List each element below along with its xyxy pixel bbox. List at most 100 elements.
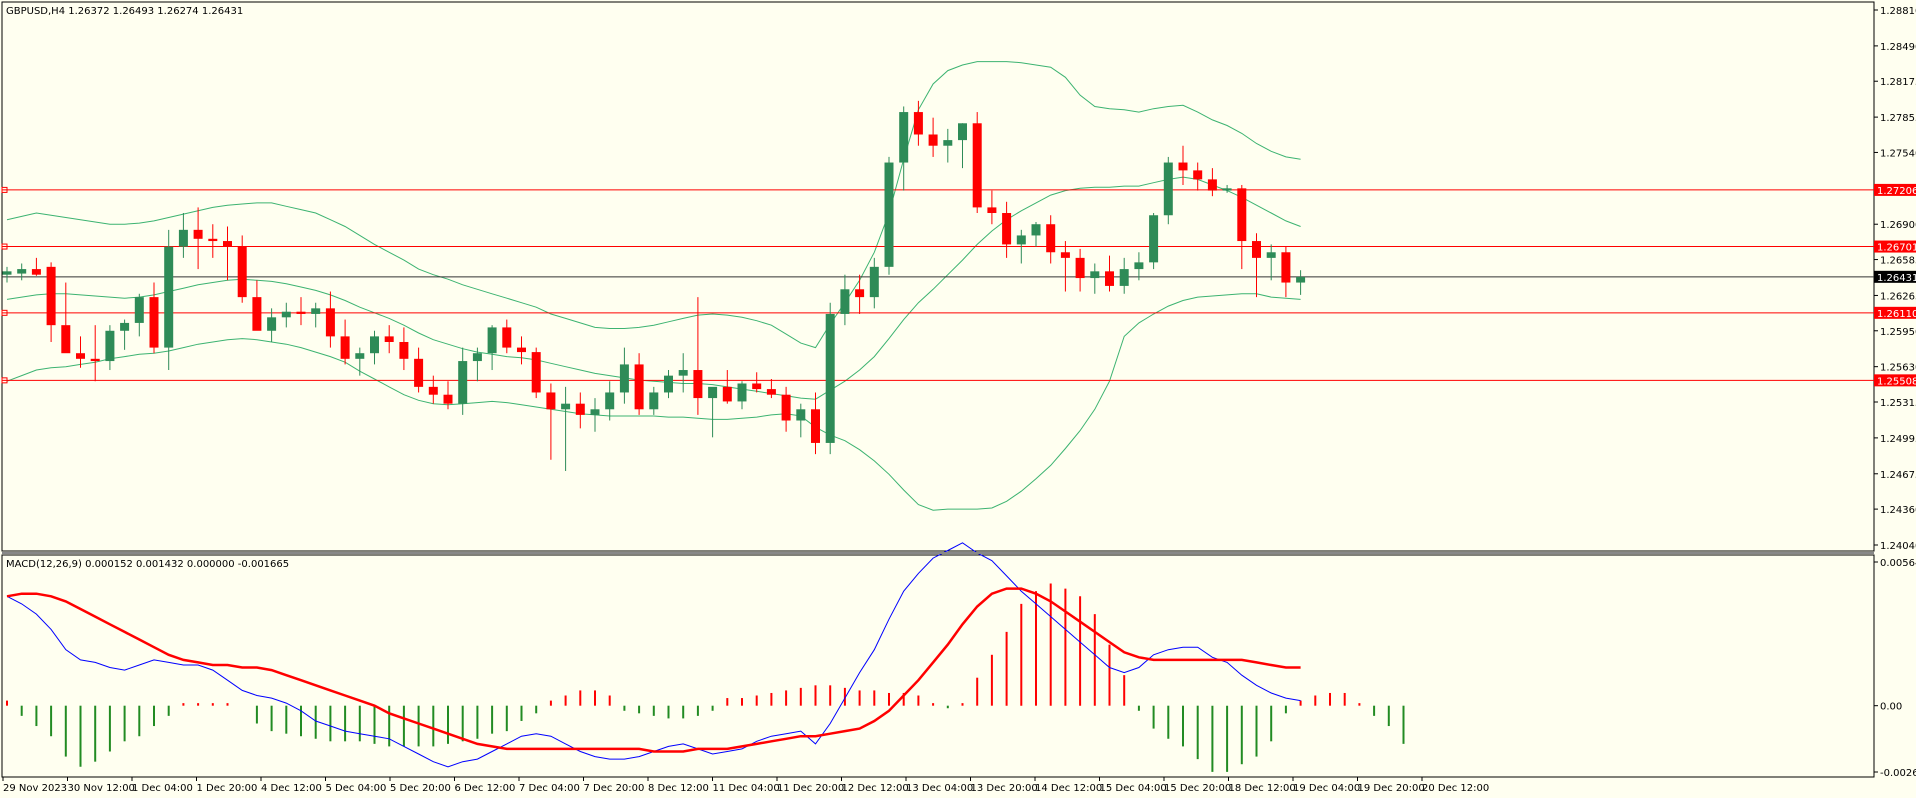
time-tick-label: 1 Dec 04:00 [132,783,193,794]
time-tick-label: 13 Dec 20:00 [971,783,1038,794]
macd-signal-line [6,587,1301,753]
price-tick-label: 1.24675 [1880,470,1916,481]
candle-body [1178,162,1188,171]
candle-body [355,353,365,359]
candle-body [325,308,335,337]
candle-body [913,112,923,135]
candle-body [619,364,629,393]
bollinger-lower-line [6,293,1301,511]
time-tick-label: 14 Dec 12:00 [1035,783,1102,794]
time-tick-label: 8 Dec 12:00 [648,783,709,794]
candle-body [840,289,850,314]
time-tick-label: 30 Nov 12:00 [68,783,135,794]
candle-body [1281,252,1291,283]
level-price-tag [1874,240,1916,253]
price-panel: 1.27206 1.26701 1.26110 1.25508 1.26431 1.288… [1,1,1916,552]
level-line-anchor [1,377,8,384]
price-tick-label: 1.26585 [1880,256,1916,267]
candle-body [1046,224,1056,253]
price-tick-label: 1.26265 [1880,291,1916,302]
price-tick-label: 1.26900 [1880,220,1916,231]
time-tick-label: 11 Dec 20:00 [777,783,844,794]
candle-body [252,297,262,331]
candle-body [693,370,703,399]
time-tick-label: 15 Dec 04:00 [1100,783,1167,794]
time-tick-label: 20 Dec 12:00 [1422,783,1489,794]
time-tick-label: 19 Dec 20:00 [1358,783,1425,794]
candle-body [531,352,541,393]
price-tick-label: 1.25630 [1880,363,1916,374]
candle-body [208,238,218,242]
candle-body [120,322,130,331]
bollinger-middle-line [6,176,1301,400]
candle-body [943,140,953,146]
candle-body [869,266,879,298]
candle-body [134,297,144,323]
price-tick-label: 1.25950 [1880,327,1916,338]
time-tick-label: 13 Dec 04:00 [906,783,973,794]
macd-tick-label: 0.00 [1880,702,1902,713]
time-tick-label: 6 Dec 12:00 [455,783,516,794]
candle-body [678,370,688,376]
candle-body [752,383,762,390]
candle-body [605,392,615,410]
candle-body [1237,188,1247,242]
level-price-tag [1874,306,1916,319]
candle-body [1222,188,1232,191]
candle-body [1296,276,1306,283]
macd-tick-label: 0.005647 [1880,558,1916,569]
candle-body [1163,162,1173,216]
price-tick-label: 1.28490 [1880,42,1916,53]
candle-body [384,336,394,342]
time-tick-label: 5 Dec 20:00 [390,783,451,794]
price-tick-label: 1.24995 [1880,434,1916,445]
candle-body [958,123,967,141]
candle-body [987,207,997,214]
time-tick-label: 29 Nov 2023 [3,783,67,794]
candle-body [1002,213,1012,245]
candle-body [164,246,174,348]
level-price-label: 1.26701 [1877,243,1916,254]
candle-body [517,347,526,353]
candle-body [634,364,644,410]
candle-body [855,289,865,298]
candle-body [1105,271,1114,286]
price-tick-label: 1.28175 [1880,77,1916,88]
candle-body [561,403,571,410]
price-tick-label: 1.24360 [1880,505,1916,516]
level-price-label: 1.26110 [1877,309,1916,320]
candle-body [737,383,747,402]
time-tick-label: 19 Dec 04:00 [1293,783,1360,794]
candle-body [340,336,350,359]
candle-body [708,386,718,399]
candle-body [90,358,100,362]
candle-body [414,358,424,387]
level-price-tag [1874,374,1916,387]
candle-body [237,246,247,298]
candle-body [502,327,512,348]
macd-panel: 0.005647 0.00 -0.002606 MACD(12,26,9) 0.000… [1,542,1916,779]
candle-body [928,134,938,146]
symbol-info-label: GBPUSD,H4 1.26372 1.26493 1.26274 1.2643… [6,6,243,17]
candle-body [884,162,894,267]
candle-body [472,353,482,362]
candle-body [825,313,835,443]
candle-body [664,375,673,393]
candle-body [1016,235,1026,245]
time-tick-label: 7 Dec 04:00 [519,783,580,794]
price-tick-label: 1.27855 [1880,113,1916,124]
candle-body [17,269,27,274]
current-price-label: 1.26431 [1877,273,1916,284]
candle-body [575,403,585,415]
candle-body [31,269,41,275]
candle-body [311,308,321,314]
candle-body [61,325,71,354]
bollinger-upper-line [6,61,1301,349]
candle-body [1252,241,1261,258]
candle-body [458,361,468,404]
price-tick-label: 1.28810 [1880,6,1916,17]
candle-body [296,311,306,314]
time-tick-label: 12 Dec 12:00 [842,783,909,794]
